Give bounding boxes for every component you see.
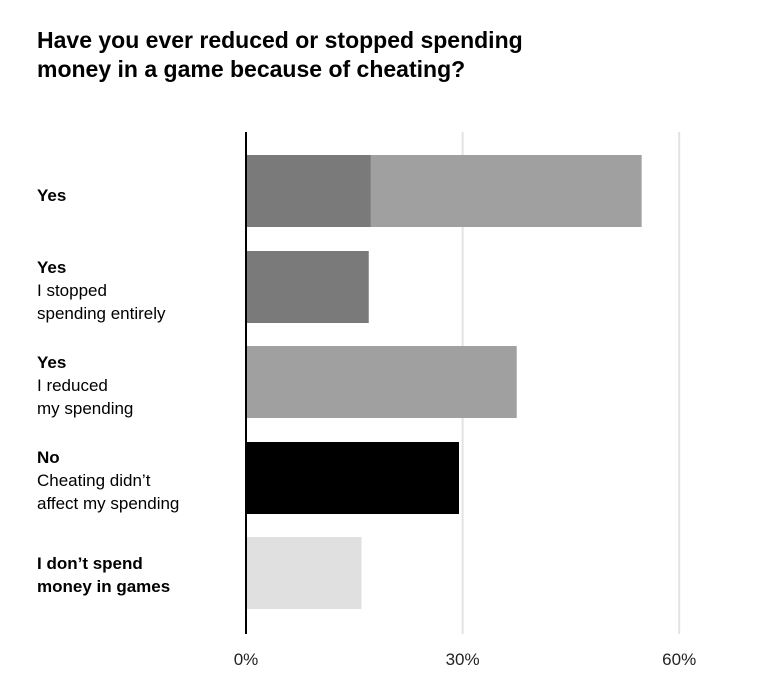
category-label-sub: spending entirely xyxy=(37,304,166,323)
bar-3-segment-0 xyxy=(246,442,459,514)
category-label-bold: I don’t spend xyxy=(37,554,143,573)
x-tick-label-30: 30% xyxy=(446,650,480,669)
category-label-bold: No xyxy=(37,448,60,467)
bar-0-segment-1 xyxy=(370,155,642,227)
bar-1-segment-0 xyxy=(246,251,369,323)
category-label-sub: affect my spending xyxy=(37,494,180,513)
category-label-sub: my spending xyxy=(37,399,134,418)
category-label-sub: I reduced xyxy=(37,376,108,395)
category-label-yes-total: Yes xyxy=(37,184,237,207)
chart-title-line-2: money in a game because of cheating? xyxy=(37,56,466,82)
chart-title: Have you ever reduced or stopped spendin… xyxy=(37,26,657,84)
category-label-yes-reduced: Yes I reduced my spending xyxy=(37,351,237,420)
category-label-bold: Yes xyxy=(37,353,67,372)
x-tick-label-60: 60% xyxy=(662,650,696,669)
chart-title-line-1: Have you ever reduced or stopped spendin… xyxy=(37,27,523,53)
category-label-no: No Cheating didn’t affect my spending xyxy=(37,446,237,515)
bar-0-segment-0 xyxy=(246,155,371,227)
category-label-sub: Cheating didn’t xyxy=(37,471,151,490)
category-label-bold: money in games xyxy=(37,577,171,596)
bar-4-segment-0 xyxy=(246,537,362,609)
bar-2-segment-0 xyxy=(246,346,517,418)
category-label-bold: Yes xyxy=(37,186,67,205)
category-label-yes-stopped: Yes I stopped spending entirely xyxy=(37,256,237,325)
category-label-sub: I stopped xyxy=(37,281,107,300)
x-tick-label-0: 0% xyxy=(234,650,259,669)
category-label-bold: Yes xyxy=(37,258,67,277)
category-label-dont-spend: I don’t spend money in games xyxy=(37,552,237,598)
